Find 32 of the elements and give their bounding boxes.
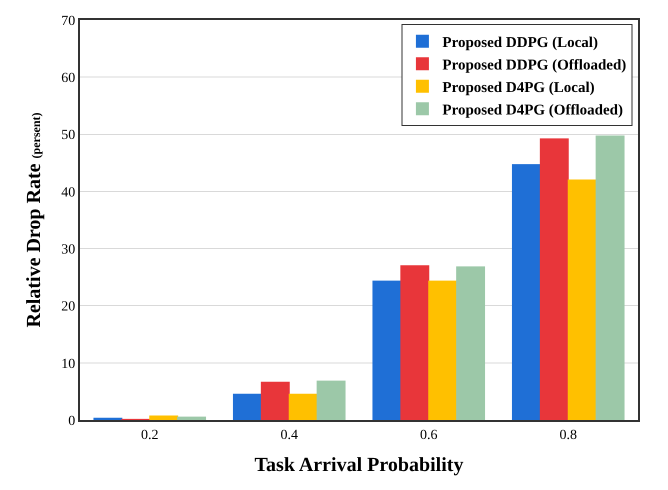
- x-tick-label: 0.2: [141, 428, 158, 443]
- bar: [400, 265, 430, 420]
- bar: [232, 394, 262, 420]
- y-tick-label: 60: [61, 71, 76, 86]
- bar: [260, 382, 290, 420]
- bar: [149, 416, 178, 420]
- bar: [316, 380, 346, 420]
- bar: [512, 164, 541, 420]
- x-tick-label: 0.8: [560, 428, 577, 443]
- legend-label: Proposed D4PG (Local): [442, 80, 595, 96]
- bar: [540, 138, 569, 420]
- bar: [372, 280, 402, 420]
- y-axis-title: Relative Drop Rate (persent): [23, 112, 46, 328]
- y-tick-label: 70: [61, 14, 76, 29]
- bar: [596, 136, 625, 420]
- x-tick-label: 0.4: [280, 428, 298, 443]
- y-tick-label: 30: [61, 242, 76, 258]
- legend-label: Proposed D4PG (Offloaded): [442, 102, 623, 119]
- bar: [568, 180, 597, 420]
- bar: [428, 280, 458, 420]
- y-tick-label: 0: [68, 414, 76, 429]
- legend-label: Proposed DDPG (Local): [442, 35, 598, 52]
- legend-label: Proposed DDPG (Offloaded): [442, 58, 626, 74]
- x-tick-label: 0.6: [420, 428, 438, 443]
- x-axis-title: Task Arrival Probability: [254, 454, 464, 476]
- y-tick-label: 40: [61, 185, 76, 200]
- y-tick-label: 50: [61, 128, 76, 144]
- y-tick-label: 10: [61, 356, 76, 372]
- bar: [288, 394, 318, 420]
- y-tick-label: 20: [61, 300, 76, 315]
- bar: [456, 266, 486, 420]
- bar: [177, 416, 206, 420]
